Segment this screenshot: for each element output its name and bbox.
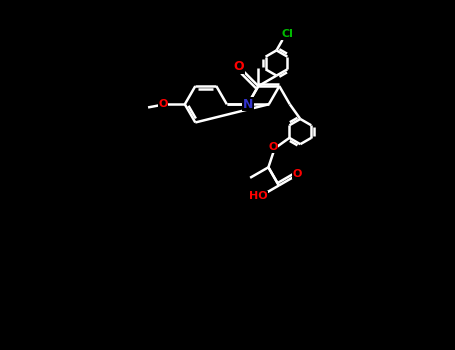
Text: Cl: Cl [282, 29, 293, 39]
Text: O: O [158, 99, 168, 109]
Text: O: O [233, 60, 244, 73]
Text: O: O [268, 142, 278, 152]
Text: O: O [293, 169, 302, 179]
Text: HO: HO [248, 191, 267, 201]
Text: N: N [243, 98, 253, 111]
